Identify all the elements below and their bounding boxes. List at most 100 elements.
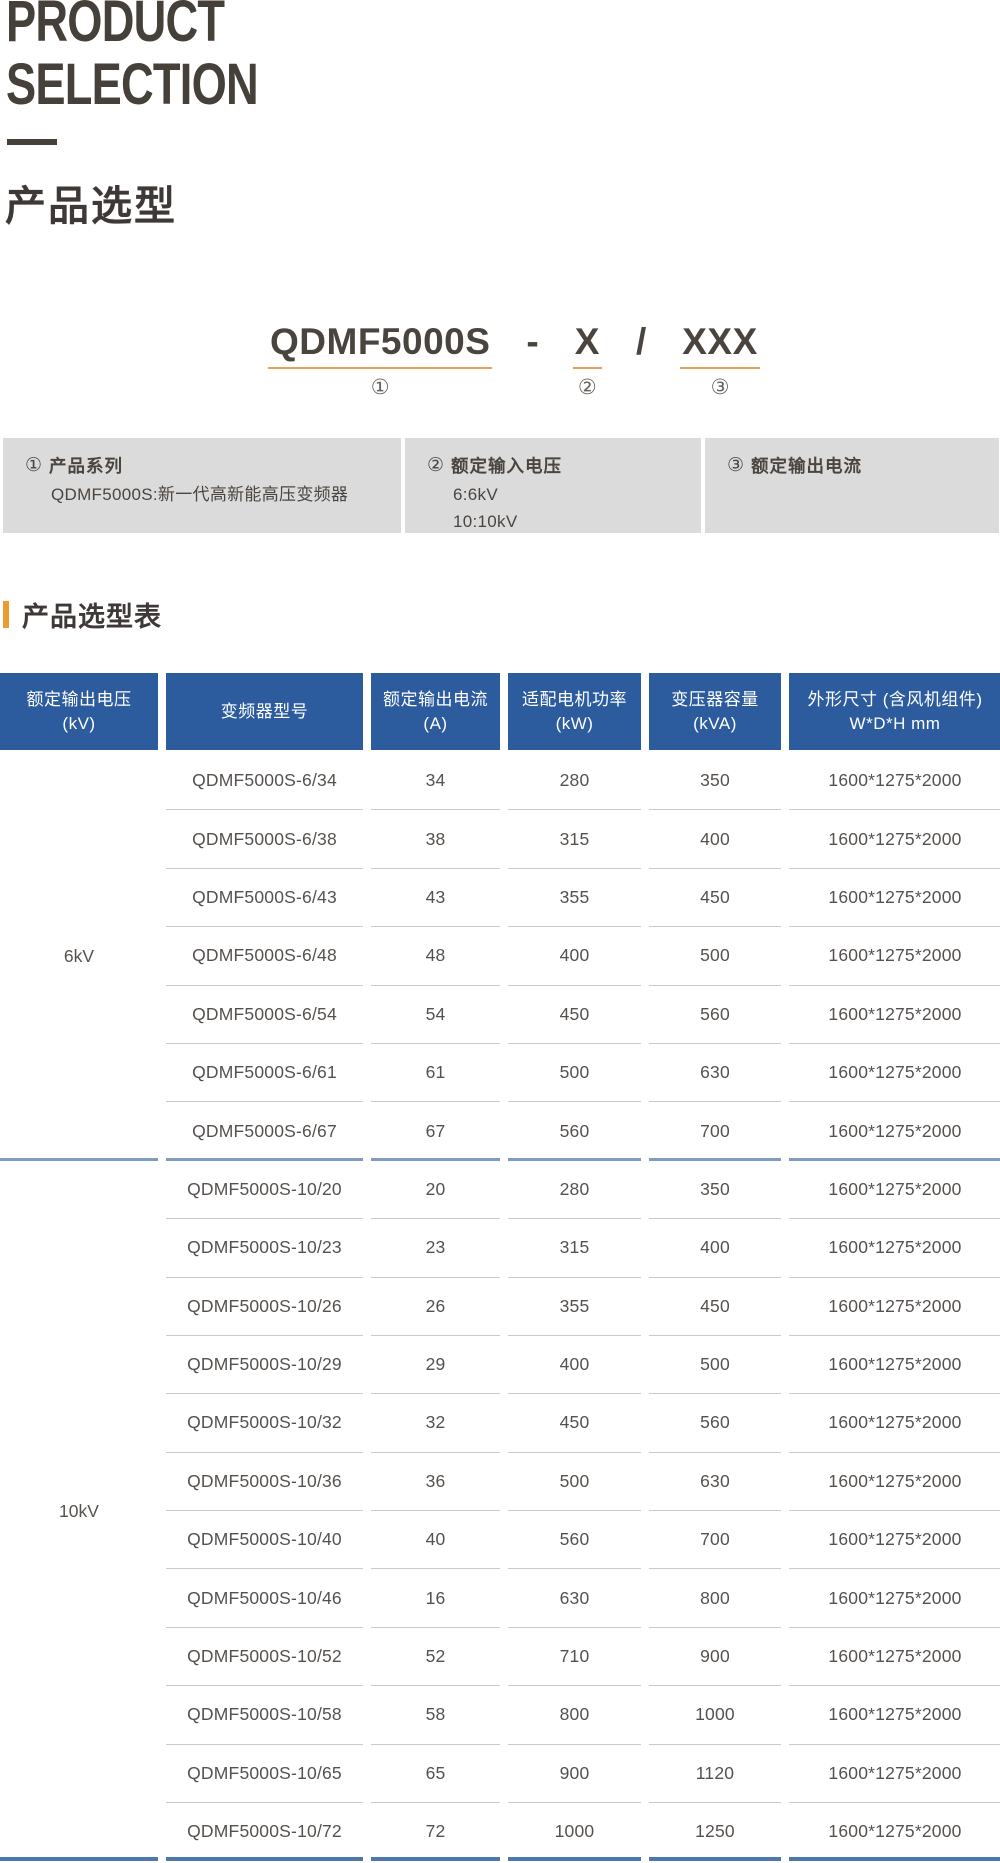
product-selection-table: 额定输出电压 (kV) 变频器型号 额定输出电流 (A) 适配电机功率 (kW)… <box>0 673 1000 1862</box>
cell-capacity: 630 <box>649 1044 781 1103</box>
page-title-zh: 产品选型 <box>5 183 177 229</box>
circled-3-icon: ③ <box>727 455 745 476</box>
table-row: QDMF5000S-10/26 26 355 450 1600*1275*2000 <box>166 1278 1000 1336</box>
cell-current: 34 <box>371 752 500 811</box>
cell-current: 48 <box>371 927 500 986</box>
cell-model: QDMF5000S-10/23 <box>166 1219 363 1278</box>
group-divider-segment <box>649 1857 781 1862</box>
input-voltage-code: X <box>572 322 602 369</box>
voltage-group-rows: QDMF5000S-10/20 20 280 350 1600*1275*2000 QDM… <box>166 1161 1000 1862</box>
cell-power: 315 <box>508 810 641 869</box>
cell-power: 560 <box>508 1511 641 1570</box>
cell-capacity: 450 <box>649 1278 781 1336</box>
legend-line: QDMF5000S:新一代高新能高压变频器 <box>51 485 349 504</box>
cell-model: QDMF5000S-10/20 <box>166 1161 363 1220</box>
cell-dimensions: 1600*1275*2000 <box>789 1044 1000 1103</box>
table-body: 6kV QDMF5000S-6/34 34 280 350 1600*1275*2000 Q… <box>0 752 1000 1862</box>
cell-dimensions: 1600*1275*2000 <box>789 810 1000 869</box>
legend-box-output-current: ③ 额定输出电流 <box>705 438 999 533</box>
cell-model: QDMF5000S-10/72 <box>187 1821 342 1842</box>
cell-capacity: 350 <box>649 1161 781 1220</box>
column-header-output-voltage: 额定输出电压 (kV) <box>0 673 158 750</box>
table-row: QDMF5000S-10/23 23 315 400 1600*1275*2000 <box>166 1219 1000 1278</box>
cell-current: 36 <box>371 1453 500 1512</box>
cell-power: 450 <box>508 986 641 1044</box>
legend-title-row: ① 产品系列 <box>25 453 393 478</box>
page-title-en-line2: SELECTION <box>6 52 259 117</box>
cell-model: QDMF5000S-6/67 <box>192 1120 337 1141</box>
voltage-group-label: 10kV <box>59 1500 99 1521</box>
cell-model: QDMF5000S-10/46 <box>166 1569 363 1628</box>
legend-title-row: ② 额定输入电压 <box>427 453 693 478</box>
code-separator-dash: - <box>526 321 539 362</box>
cell-current: 43 <box>371 869 500 928</box>
cell-model: QDMF5000S-6/54 <box>166 986 363 1044</box>
cell-dimensions: 1600*1275*2000 <box>789 1628 1000 1687</box>
cell-capacity: 500 <box>649 927 781 986</box>
cell-model: QDMF5000S-10/32 <box>166 1394 363 1453</box>
cell-power: 560 <box>559 1120 590 1141</box>
cell-capacity: 560 <box>649 986 781 1044</box>
cell-power: 500 <box>508 1453 641 1512</box>
cell-dimensions: 1600*1275*2000 <box>789 1453 1000 1512</box>
circled-1-icon: ① <box>370 376 390 399</box>
cell-dimensions: 1600*1275*2000 <box>789 1686 1000 1745</box>
cell-dimensions: 1600*1275*2000 <box>789 1336 1000 1395</box>
table-header-row: 额定输出电压 (kV) 变频器型号 额定输出电流 (A) 适配电机功率 (kW)… <box>0 673 1000 750</box>
cell-model: QDMF5000S-10/26 <box>166 1278 363 1336</box>
group-divider <box>0 1857 1000 1862</box>
group-divider-segment <box>371 1857 500 1862</box>
table-row: QDMF5000S-10/72 72 1000 1250 1600*1275*2000 <box>166 1803 1000 1861</box>
column-header-motor-power: 适配电机功率 (kW) <box>508 673 641 750</box>
cell-dimensions: 1600*1275*2000 <box>789 1161 1000 1220</box>
cell-capacity: 1250 <box>695 1821 735 1842</box>
table-row: QDMF5000S-6/38 38 315 400 1600*1275*2000 <box>166 810 1000 869</box>
cell-power: 355 <box>508 1278 641 1336</box>
table-section-heading: 产品选型表 <box>3 595 162 634</box>
cell-dimensions: 1600*1275*2000 <box>789 1511 1000 1570</box>
output-current-segment: XXX ③ <box>680 322 760 400</box>
cell-current: 23 <box>371 1219 500 1278</box>
cell-current: 29 <box>371 1336 500 1395</box>
cell-power: 1000 <box>554 1821 595 1842</box>
table-row: QDMF5000S-10/58 58 800 1000 1600*1275*2000 <box>166 1686 1000 1745</box>
legend-title: 额定输入电压 <box>451 456 563 476</box>
cell-power: 710 <box>508 1628 641 1687</box>
table-row: QDMF5000S-10/46 16 630 800 1600*1275*2000 <box>166 1569 1000 1628</box>
cell-dimensions: 1600*1275*2000 <box>828 1821 962 1842</box>
group-divider-segment <box>0 1857 158 1862</box>
code-legend: ① 产品系列 QDMF5000S:新一代高新能高压变频器 ② 额定输入电压 6:… <box>3 438 999 533</box>
cell-model: QDMF5000S-10/40 <box>166 1511 363 1570</box>
cell-model: QDMF5000S-10/36 <box>166 1453 363 1512</box>
legend-title-row: ③ 额定输出电流 <box>727 453 991 478</box>
cell-capacity: 500 <box>649 1336 781 1395</box>
legend-title: 额定输出电流 <box>751 456 863 476</box>
table-row: QDMF5000S-10/36 36 500 630 1600*1275*2000 <box>166 1453 1000 1512</box>
cell-capacity: 400 <box>649 810 781 869</box>
cell-capacity: 1000 <box>649 1686 781 1745</box>
group-divider-segment <box>166 1857 363 1862</box>
cell-power: 280 <box>508 1161 641 1220</box>
table-row: QDMF5000S-10/32 32 450 560 1600*1275*2000 <box>166 1394 1000 1453</box>
orange-bar-icon <box>3 601 9 628</box>
model-series-segment: QDMF5000S ① <box>268 322 493 400</box>
group-divider-segment <box>508 1157 641 1161</box>
cell-current: 61 <box>371 1044 500 1103</box>
cell-capacity: 700 <box>649 1511 781 1570</box>
legend-box-input-voltage: ② 额定输入电压 6:6kV 10:10kV <box>405 438 701 533</box>
cell-capacity: 560 <box>649 1394 781 1453</box>
cell-dimensions: 1600*1275*2000 <box>828 1120 962 1141</box>
circled-2-icon: ② <box>577 376 597 399</box>
cell-capacity: 900 <box>649 1628 781 1687</box>
cell-power: 900 <box>508 1745 641 1804</box>
legend-line: 6:6kV <box>453 485 498 504</box>
table-row: QDMF5000S-10/29 29 400 500 1600*1275*2000 <box>166 1336 1000 1395</box>
code-separator-slash: / <box>635 321 647 362</box>
legend-title: 产品系列 <box>49 456 124 476</box>
column-header-output-current: 额定输出电流 (A) <box>371 673 500 750</box>
cell-capacity: 700 <box>700 1120 730 1141</box>
cell-model: QDMF5000S-6/38 <box>166 810 363 869</box>
group-divider-segment <box>649 1157 781 1161</box>
model-series-code: QDMF5000S <box>268 322 493 369</box>
